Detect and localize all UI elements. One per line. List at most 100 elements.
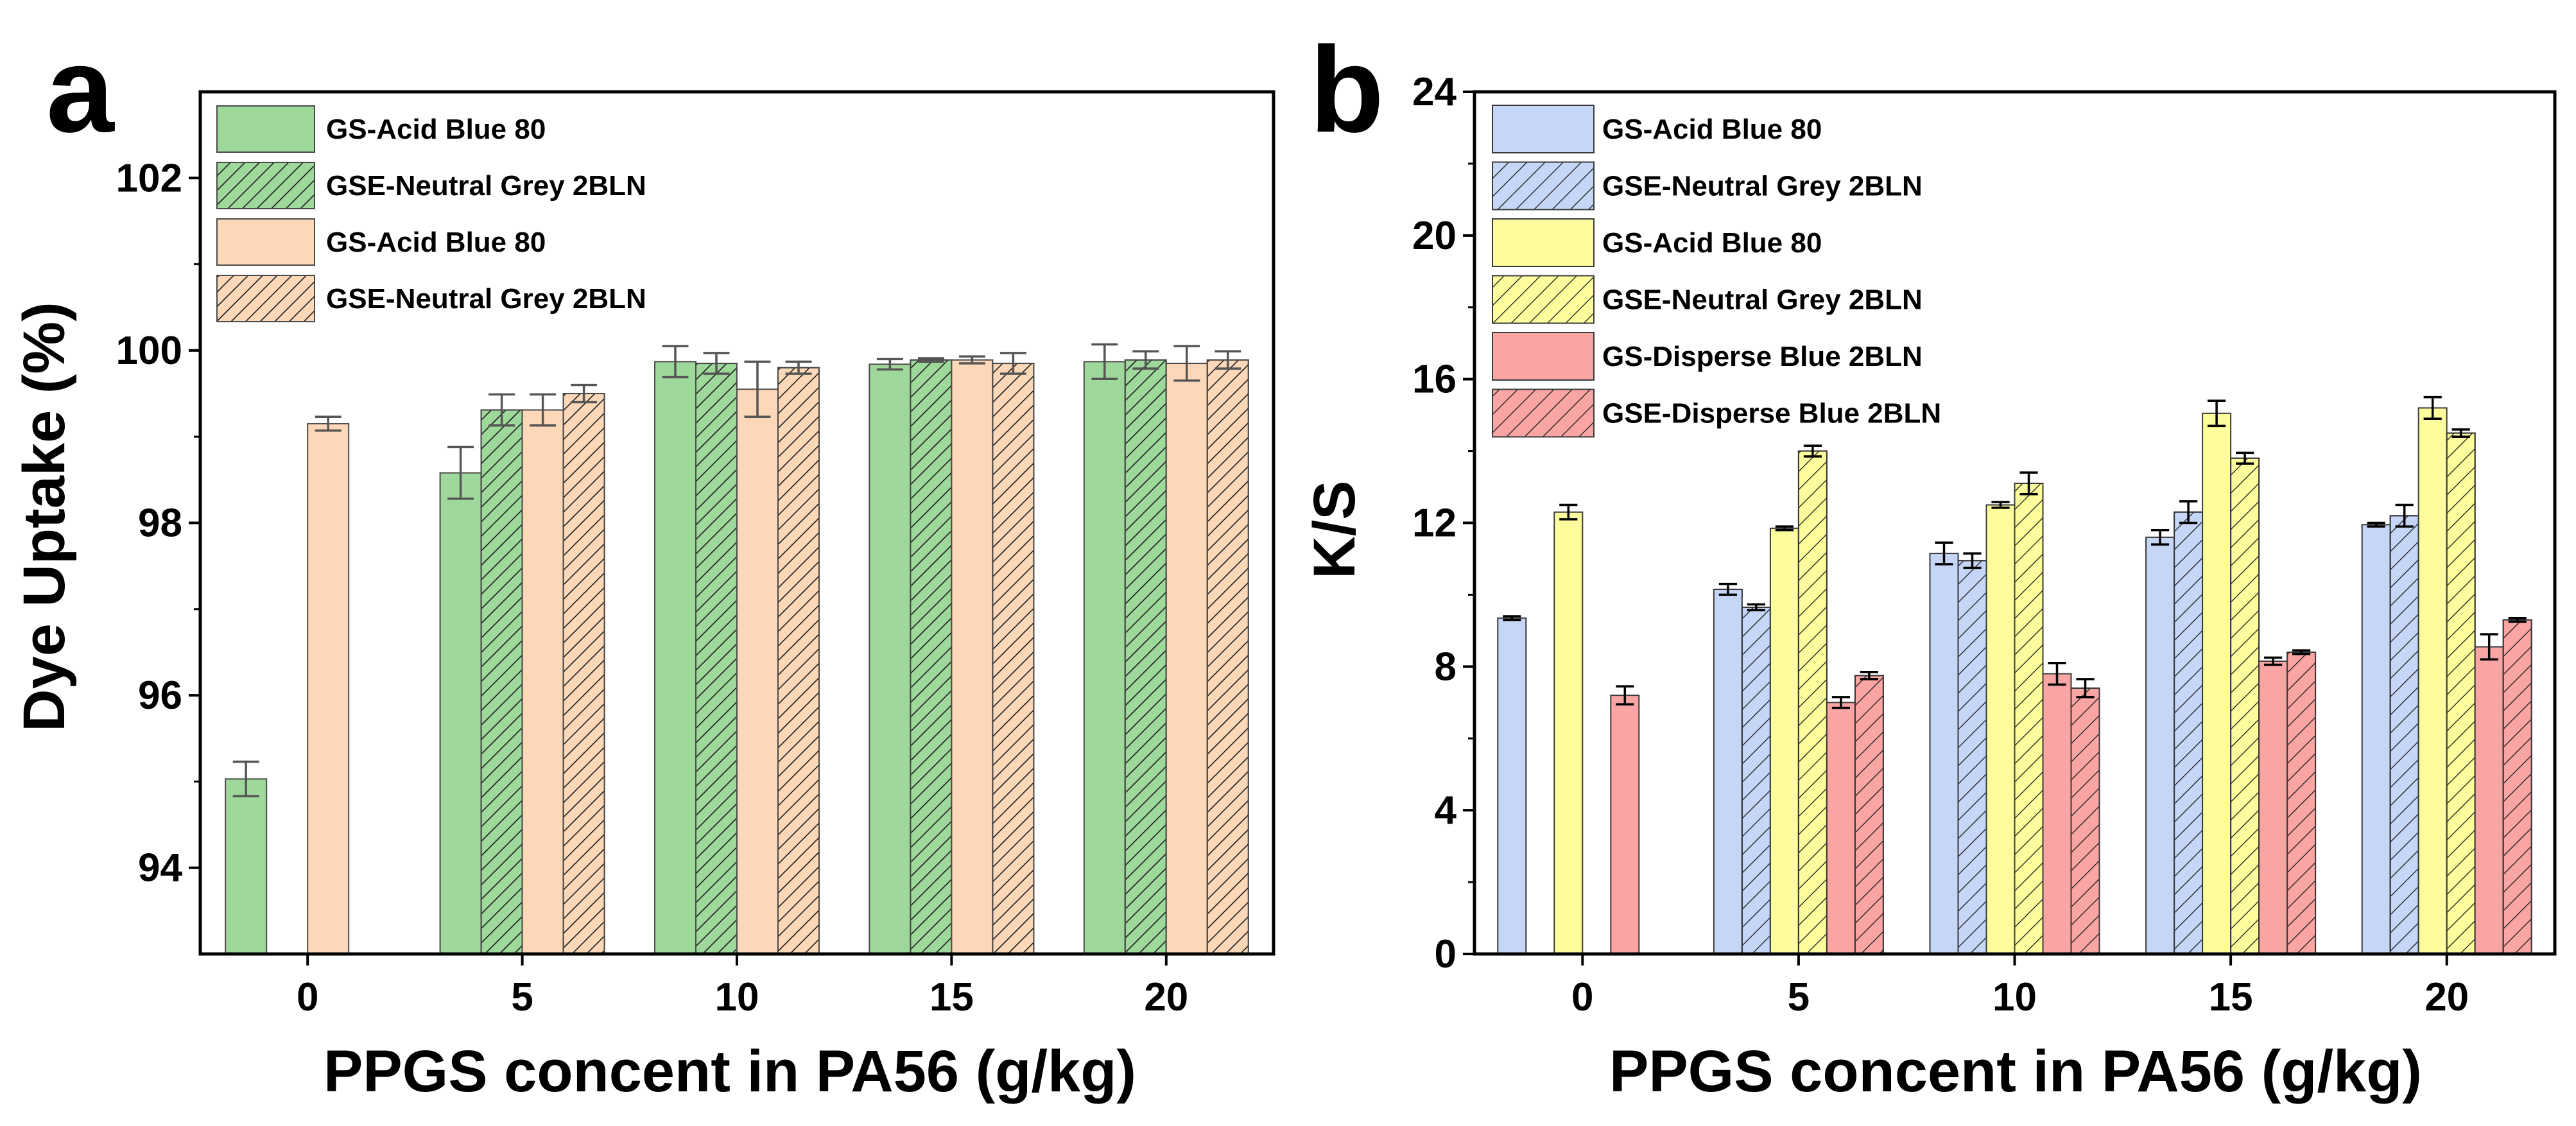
legend-item: GSE-Neutral Grey 2BLN [216, 162, 646, 209]
error-bar [2208, 399, 2226, 428]
legend-item: GS-Acid Blue 80 [1492, 105, 1822, 153]
error-bar [2292, 649, 2311, 655]
y-tick-label: 100 [116, 329, 182, 373]
bar [1769, 527, 1799, 955]
legend-swatch [216, 105, 315, 153]
bar [1083, 361, 1126, 955]
bar-hatch [1124, 359, 1167, 955]
x-tick-label: 0 [1571, 975, 1593, 1019]
x-tick-label: 20 [1144, 975, 1188, 1019]
y-axis-title-a: Dye Uptake (%) [12, 302, 77, 732]
bar-hatch [2502, 619, 2532, 955]
plot-frame [198, 90, 1275, 956]
bar [1985, 504, 2016, 955]
y-tick-label: 16 [1412, 358, 1457, 402]
error-bar [876, 358, 903, 371]
bar-hatch [2389, 515, 2419, 955]
bar [2145, 536, 2175, 955]
legend-label: GSE-Disperse Blue 2BLN [1602, 398, 1941, 429]
error-bar [1091, 343, 1118, 380]
bar-hatch [2174, 511, 2204, 955]
bar-hatch [1854, 675, 1884, 955]
error-bar [2395, 503, 2414, 528]
y-axis-ticks-b: 0 4 8 12 16 20 24 [1412, 70, 1474, 976]
legend-label: GS-Disperse Blue 2BLN [1602, 341, 1923, 372]
x-axis-title-b: PPGS concent in PA56 (g/kg) [1609, 1039, 2422, 1104]
legend-label: GS-Acid Blue 80 [1602, 114, 1822, 145]
plot-frame [1473, 90, 2557, 956]
bar-hatch [2070, 687, 2100, 955]
legend-item: GSE-Disperse Blue 2BLN [1492, 388, 1941, 438]
bar-hatch [1741, 607, 1771, 955]
error-bar [2451, 428, 2470, 438]
bar [2258, 660, 2288, 955]
x-axis-ticks-a: 0 5 10 15 20 [297, 954, 1188, 1019]
bar-hatch [777, 367, 820, 955]
x-axis-title-a: PPGS concent in PA56 (g/kg) [324, 1039, 1136, 1104]
bar [521, 409, 564, 955]
error-bar [1747, 603, 1765, 612]
legend-swatch-hatch [1492, 388, 1595, 438]
bar-hatch [562, 393, 605, 955]
bar [654, 361, 696, 955]
bar [1713, 589, 1743, 955]
legend-item: GS-Disperse Blue 2BLN [1492, 332, 1923, 381]
bar [307, 423, 350, 955]
legend-swatch [1492, 218, 1595, 267]
x-tick-label: 20 [2425, 975, 2469, 1019]
error-bar [744, 360, 771, 419]
error-bar [447, 446, 474, 500]
error-bar [917, 357, 944, 363]
y-tick-label: 0 [1435, 932, 1457, 976]
y-tick-label: 102 [116, 156, 182, 200]
error-bar [488, 393, 515, 427]
error-bar [1935, 541, 1953, 566]
error-bar [2423, 395, 2442, 420]
error-bar [1616, 685, 1634, 706]
bar [1553, 511, 1584, 955]
bar [736, 388, 779, 955]
y-axis-title-b: K/S [1302, 480, 1367, 578]
error-bar [2367, 521, 2385, 528]
x-tick-label: 15 [929, 975, 974, 1019]
legend-swatch [1492, 105, 1595, 153]
bar-hatch [480, 409, 523, 955]
bar [1826, 702, 1856, 955]
x-tick-label: 5 [1788, 975, 1810, 1019]
error-bar [785, 360, 812, 375]
x-tick-label: 5 [511, 975, 533, 1019]
error-bar [232, 760, 259, 797]
error-bar [958, 355, 985, 365]
bar-hatch [2230, 457, 2260, 955]
bar-hatch [1797, 450, 1828, 955]
legend-item: GS-Acid Blue 80 [1492, 218, 1822, 267]
legend-b: GS-Acid Blue 80 GSE-Neutral Grey 2BLN GS-A… [1492, 105, 1941, 438]
bar-hatch [2286, 651, 2317, 955]
error-bar [1718, 582, 1737, 596]
error-bar [1775, 525, 1794, 532]
bar-hatch [992, 363, 1035, 955]
panel-letter-a: a [46, 22, 115, 158]
legend-label: GS-Acid Blue 80 [1602, 227, 1822, 259]
error-bar [2480, 633, 2498, 661]
x-axis-ticks-b: 0 5 10 15 20 [1571, 954, 2469, 1019]
legend-swatch [216, 218, 315, 266]
bar [951, 359, 994, 955]
y-tick-label: 20 [1412, 214, 1457, 258]
legend-label: GSE-Neutral Grey 2BLN [1602, 284, 1923, 316]
error-bar [2264, 656, 2283, 666]
y-tick-label: 96 [138, 673, 182, 718]
bar [2417, 407, 2448, 955]
error-bar [2179, 500, 2198, 524]
legend-item: GSE-Neutral Grey 2BLN [1492, 161, 1923, 211]
bar [225, 778, 268, 955]
bar [1165, 363, 1208, 955]
y-tick-label: 12 [1412, 501, 1457, 546]
error-bar [1503, 615, 1521, 621]
error-bar [530, 393, 557, 427]
legend-label: GSE-Neutral Grey 2BLN [326, 283, 646, 315]
panel-letter-b: b [1310, 22, 1384, 158]
y-axis-ticks-a: 94 96 98 100 102 [116, 156, 200, 890]
